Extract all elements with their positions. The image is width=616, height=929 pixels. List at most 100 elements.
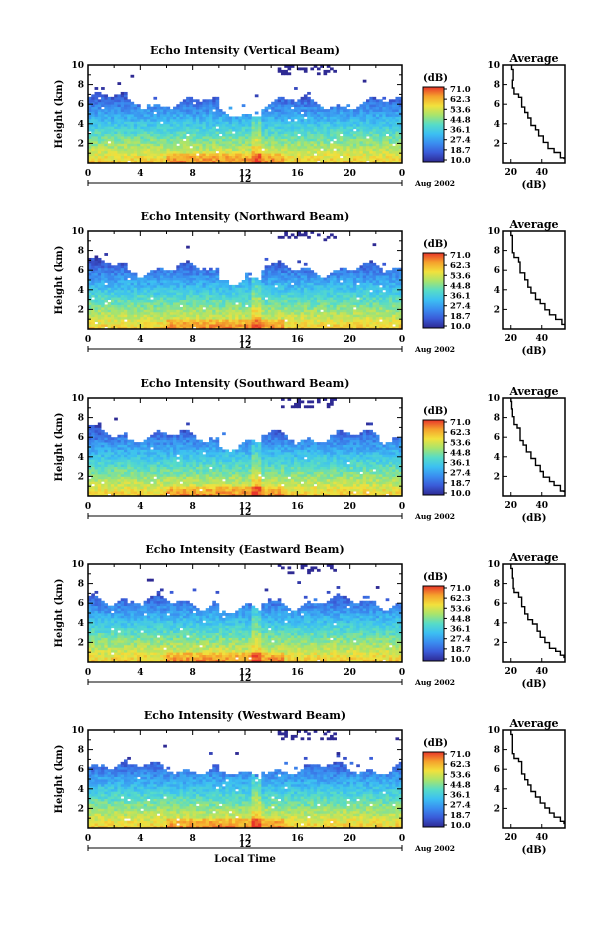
heatmap-cell [336, 324, 341, 327]
heatmap-cell [153, 138, 158, 142]
heatmap-cell [323, 136, 328, 139]
heatmap-cell [97, 277, 102, 281]
heatmap-cell [307, 280, 311, 283]
heatmap-cell [101, 321, 105, 325]
heatmap-cell [352, 133, 357, 137]
heatmap-cell [287, 121, 292, 125]
heatmap-cell [169, 302, 174, 305]
heatmap-cell [294, 87, 298, 90]
heatmap-cell [114, 150, 118, 154]
heatmap-cell [313, 118, 318, 122]
heatmap-cell [94, 297, 99, 300]
heatmap-cell [333, 324, 337, 327]
heatmap-cell [241, 321, 246, 325]
heatmap-cell [114, 101, 118, 105]
heatmap-cell [146, 287, 151, 291]
heatmap-cell [385, 148, 390, 152]
heatmap-cell [231, 287, 236, 291]
heatmap-cell [127, 131, 131, 134]
heatmap-cell [287, 140, 292, 144]
heatmap-cell [222, 118, 226, 122]
heatmap-cell [280, 262, 285, 266]
heatmap-cell [215, 104, 220, 108]
heatmap-cell [120, 148, 125, 152]
heatmap-cell [330, 116, 334, 120]
heatmap-cell [277, 67, 282, 71]
heatmap-cell [254, 121, 259, 125]
heatmap-cell [395, 96, 400, 100]
heatmap-cell [375, 265, 380, 269]
heatmap-cell [222, 314, 226, 318]
heatmap-cell [189, 306, 194, 310]
heatmap-cell [287, 326, 292, 330]
heatmap-cell [91, 451, 95, 455]
heatmap-cell [137, 297, 141, 300]
heatmap-cell [222, 306, 226, 310]
heatmap-cell [264, 280, 269, 283]
heatmap-cell [336, 272, 341, 276]
heatmap-cell [97, 114, 102, 117]
heatmap-cell [212, 319, 216, 323]
heatmap-cell [385, 316, 390, 320]
heatmap-cell [300, 118, 305, 122]
heatmap-cell [192, 289, 197, 293]
heatmap-cell [375, 275, 380, 278]
heatmap-cell [114, 116, 118, 120]
heatmap-cell [137, 143, 141, 147]
heatmap-cell [277, 326, 282, 330]
heatmap-cell [280, 104, 285, 108]
heatmap-cell [104, 316, 109, 320]
heatmap-cell [205, 153, 210, 157]
colorbar-tick-label: 62.3 [450, 261, 471, 271]
heatmap-cell [88, 116, 92, 120]
heatmap-cell [245, 289, 249, 293]
heatmap-cell [209, 316, 213, 320]
heatmap-cell [267, 136, 272, 139]
heatmap-cell [123, 123, 128, 127]
heatmap-cell [245, 272, 249, 276]
heatmap-cell [326, 128, 331, 132]
heatmap-cell [382, 292, 387, 296]
heatmap-cell [153, 324, 158, 327]
heatmap-cell [303, 294, 308, 298]
heatmap-cell [209, 126, 213, 130]
heatmap-cell [385, 306, 390, 310]
heatmap-cell [222, 150, 226, 154]
heatmap-cell [290, 104, 295, 108]
heatmap-cell [271, 284, 275, 288]
heatmap-cell [133, 321, 138, 325]
heatmap-cell [245, 118, 249, 122]
heatmap-cell [310, 309, 315, 313]
heatmap-cell [153, 321, 158, 325]
heatmap-cell [248, 153, 252, 157]
heatmap-cell [280, 272, 285, 276]
heatmap-cell [352, 138, 357, 142]
heatmap-cell [277, 270, 282, 274]
heatmap-cell [173, 270, 177, 274]
heatmap-cell [372, 289, 377, 293]
heatmap-cell [372, 297, 377, 300]
heatmap-cell [245, 150, 249, 154]
heatmap-cell [189, 118, 194, 122]
heatmap-cell [313, 324, 318, 327]
heatmap-cell [107, 277, 112, 281]
heatmap-cell [333, 294, 337, 298]
heatmap-cell [199, 138, 203, 142]
heatmap-cell [179, 118, 184, 122]
heatmap-cell [231, 121, 236, 125]
heatmap-cell [133, 326, 138, 330]
heatmap-cell [218, 304, 223, 308]
heatmap-cell [316, 106, 321, 110]
heatmap-cell [277, 109, 282, 112]
heatmap-cell [130, 133, 135, 137]
heatmap-cell [166, 150, 171, 154]
heatmap-cell [88, 319, 92, 323]
heatmap-cell [310, 121, 315, 125]
heatmap-cell [173, 287, 177, 291]
heatmap-cell [107, 116, 112, 120]
heatmap-cell [91, 116, 95, 120]
heatmap-cell [192, 133, 197, 137]
heatmap-cell [156, 148, 161, 152]
heatmap-cell [176, 326, 180, 330]
heatmap-cell [395, 118, 400, 122]
